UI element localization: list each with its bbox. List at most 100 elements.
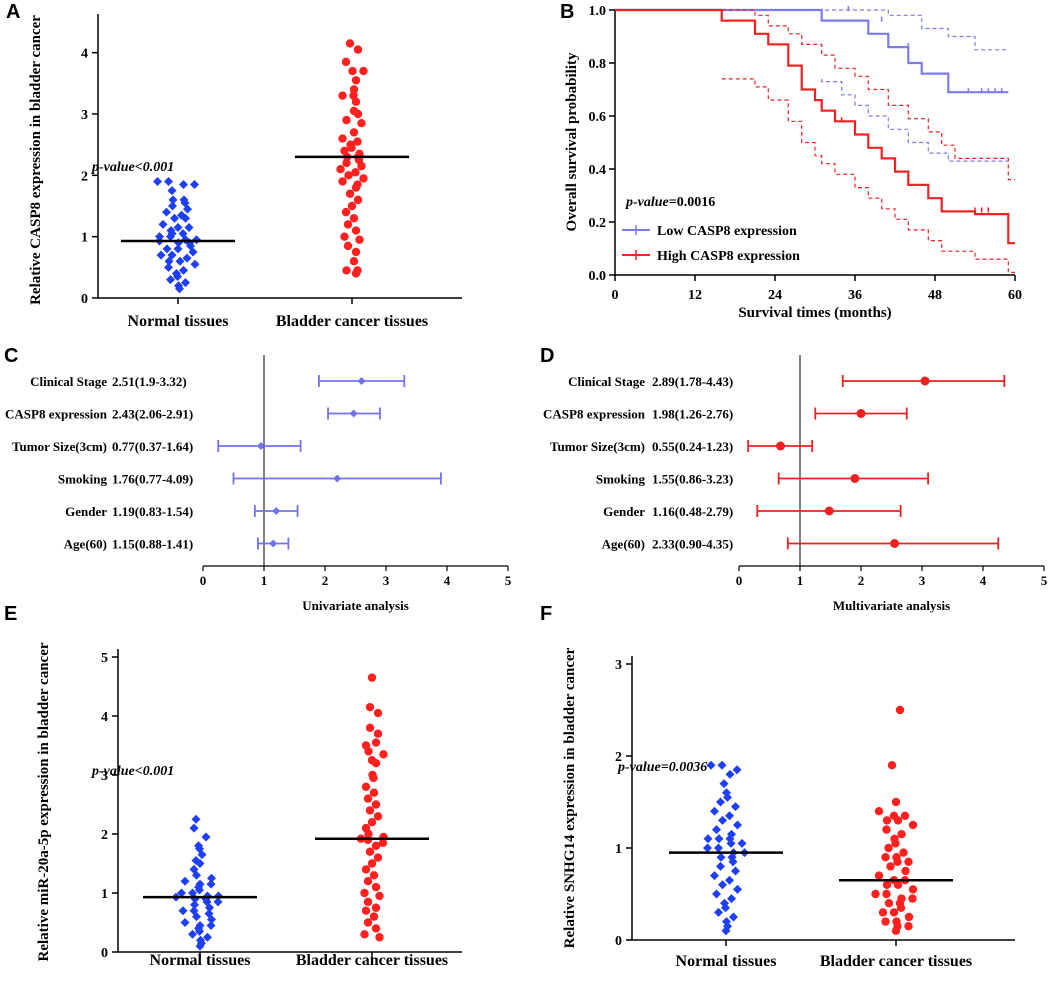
data-point [349, 85, 359, 94]
data-point [195, 879, 205, 889]
data-point [180, 918, 190, 927]
data-point [353, 195, 363, 205]
data-point [351, 168, 360, 177]
data-point [167, 250, 177, 260]
data-point [189, 906, 199, 916]
data-point [367, 673, 377, 682]
data-point [365, 723, 375, 732]
row-ci-text: 1.19(0.83-1.54) [112, 504, 193, 519]
data-point [363, 794, 373, 803]
data-point [908, 885, 918, 894]
y-tick-label: 0.2 [589, 216, 607, 231]
row-label: Clinical Stage [568, 374, 645, 389]
data-point [710, 806, 719, 816]
data-point [371, 924, 381, 933]
ci-lower-line [721, 78, 1015, 273]
data-point [716, 861, 725, 871]
data-point [891, 839, 900, 848]
x-tick-label: 5 [505, 573, 512, 588]
y-tick-label: 4 [101, 710, 108, 725]
row-ci-text: 1.15(0.88-1.41) [112, 537, 193, 552]
data-point [363, 897, 373, 907]
ci-upper-line [721, 9, 1015, 181]
data-point [726, 838, 736, 848]
x-tick-label: 3 [383, 573, 390, 588]
data-point [886, 862, 895, 871]
data-point [206, 920, 216, 930]
data-point [895, 705, 905, 715]
data-point [349, 91, 358, 100]
data-point [904, 912, 914, 922]
data-point [338, 177, 347, 186]
panel-label-f: F [540, 603, 552, 625]
row-label: Tumor Size(3cm) [12, 439, 107, 454]
data-point [889, 908, 899, 917]
data-point [373, 812, 383, 821]
data-point [361, 741, 371, 750]
p-value-annotation: p-value<0.001 [91, 160, 174, 175]
x-tick-label: 3 [919, 573, 926, 588]
data-point [179, 180, 188, 190]
data-point [891, 797, 901, 807]
data-point [182, 253, 192, 263]
estimate-marker [920, 376, 930, 386]
data-point [884, 843, 893, 853]
data-point [347, 143, 356, 152]
row-label: Gender [65, 504, 107, 519]
data-point [189, 864, 199, 874]
data-point [716, 852, 726, 862]
data-point [718, 880, 727, 890]
data-point [191, 856, 201, 866]
data-point [882, 825, 891, 834]
category-label: Bladder cancer tissues [820, 953, 972, 970]
category-label: Normal tissues [128, 313, 229, 330]
data-point [204, 909, 214, 919]
data-point [153, 176, 162, 186]
data-point [363, 918, 373, 927]
data-point [206, 879, 216, 889]
data-point [349, 106, 359, 116]
y-axis-title: Overall survival probability [564, 52, 580, 231]
data-point [164, 176, 173, 186]
y-tick-label: 3 [101, 769, 108, 784]
data-point [737, 838, 747, 848]
category-label: Bladder cancer tissues [276, 313, 428, 330]
data-point [355, 235, 364, 244]
row-ci-text: 1.16(0.48-2.79) [652, 504, 733, 519]
data-point [195, 844, 204, 854]
data-point [173, 272, 182, 282]
data-point [379, 750, 388, 759]
data-point [342, 266, 351, 275]
data-point [341, 207, 351, 217]
data-point [213, 897, 223, 907]
data-point [164, 256, 174, 266]
row-label: Smoking [596, 472, 646, 487]
data-point [703, 834, 713, 844]
y-tick-label: 2 [81, 169, 88, 184]
data-point [361, 823, 371, 833]
data-point [360, 930, 369, 939]
ci-lower-line [821, 78, 1009, 162]
data-point [897, 894, 906, 903]
estimate-marker [824, 506, 834, 516]
estimate-marker [775, 441, 785, 451]
data-point [186, 241, 195, 251]
panel-label-a: A [6, 1, 20, 23]
data-point [367, 818, 377, 827]
data-point [357, 119, 366, 128]
data-point [904, 857, 913, 866]
data-point [373, 853, 383, 862]
p-value-annotation: p-value=0.0016 [625, 195, 715, 210]
survival-curve [615, 8, 1009, 94]
p-value-annotation: p-value<0.001 [91, 764, 174, 779]
data-point [347, 201, 357, 211]
estimate-marker [349, 409, 358, 418]
panel-label-c: C [4, 345, 18, 367]
data-point [190, 900, 199, 910]
data-point [195, 885, 204, 895]
data-point [717, 760, 727, 770]
data-point [881, 853, 890, 862]
data-point [718, 815, 727, 825]
row-label: Clinical Stage [30, 374, 107, 389]
x-tick-label: 60 [1008, 288, 1022, 303]
